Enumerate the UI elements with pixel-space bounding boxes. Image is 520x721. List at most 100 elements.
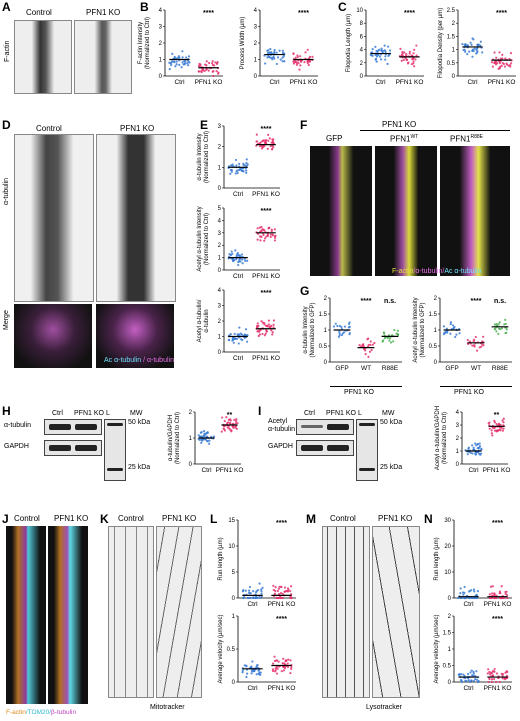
data-point: [269, 235, 272, 239]
data-point: [408, 50, 411, 53]
data-point: [375, 60, 378, 63]
data-point: [229, 333, 232, 336]
y-tick-label: 30: [444, 518, 451, 524]
data-point: [471, 55, 474, 58]
data-point: [469, 671, 472, 674]
x-tick-label: Ctrl: [463, 601, 474, 608]
data-point: [375, 49, 378, 53]
data-point: [234, 258, 238, 261]
micrograph-merge-ko: [96, 304, 174, 368]
label-pfn1-ko: PFN1 KO: [382, 120, 417, 129]
data-point: [477, 43, 480, 46]
data-point: [375, 55, 379, 58]
data-point: [245, 675, 248, 679]
significance-label: **: [227, 412, 233, 419]
data-point: [256, 322, 259, 325]
blot-band: [327, 424, 349, 430]
data-point: [258, 235, 262, 238]
data-point: [508, 57, 511, 61]
data-point: [497, 327, 501, 330]
blot-band: [75, 445, 97, 451]
data-point: [471, 452, 474, 455]
data-point: [174, 65, 177, 68]
y-tick-label: 4: [218, 288, 222, 294]
x-tick-label: Ctrl: [233, 273, 244, 280]
data-point: [479, 40, 482, 43]
y-tick-label: 0: [448, 680, 452, 686]
data-point: [374, 45, 377, 48]
y-tick-label: 1: [254, 58, 258, 64]
data-point: [467, 679, 470, 682]
data-point: [242, 596, 245, 600]
data-point: [273, 50, 276, 54]
data-point: [259, 141, 262, 144]
data-point: [348, 321, 351, 324]
data-point: [338, 333, 341, 337]
data-point: [414, 58, 417, 61]
data-point: [258, 582, 261, 585]
data-point: [475, 349, 479, 352]
data-point: [271, 668, 275, 671]
data-point: [289, 596, 292, 600]
data-point: [268, 56, 271, 59]
x-tick-label: WT: [361, 365, 371, 372]
data-point: [332, 325, 336, 328]
data-point: [207, 61, 211, 65]
data-point: [405, 58, 409, 61]
blot-ladder: [104, 419, 126, 481]
data-point: [371, 343, 374, 346]
data-point: [275, 659, 278, 662]
data-point: [256, 596, 259, 600]
data-point: [468, 680, 472, 684]
data-point: [279, 591, 283, 595]
lane-ladder: L: [106, 410, 110, 417]
data-point: [272, 584, 275, 587]
y-tick-label: 2: [434, 296, 438, 302]
data-point: [488, 421, 491, 424]
data-point: [261, 140, 264, 143]
data-point: [257, 672, 261, 676]
data-point: [378, 55, 382, 58]
y-tick-label: 2: [324, 296, 328, 302]
data-point: [463, 43, 466, 46]
data-point: [381, 50, 384, 54]
data-point: [287, 658, 290, 661]
data-point: [221, 416, 224, 419]
data-point: [275, 665, 278, 669]
data-point: [505, 62, 508, 65]
data-point: [478, 442, 481, 445]
label-pfn1-wt: PFN1WT: [390, 134, 419, 144]
data-point: [260, 225, 263, 229]
data-point: [378, 48, 381, 51]
data-point: [381, 340, 384, 343]
data-point: [506, 670, 509, 674]
data-point: [504, 592, 507, 595]
data-point: [401, 52, 404, 55]
y-tick-label: 0: [218, 350, 222, 356]
data-point: [462, 673, 465, 676]
data-point: [255, 133, 258, 136]
data-point: [388, 339, 391, 342]
data-point: [212, 435, 216, 438]
data-point: [289, 671, 292, 675]
data-point: [255, 673, 258, 676]
data-point: [415, 54, 418, 57]
y-tick-label: 1: [324, 328, 328, 334]
data-point: [392, 340, 395, 343]
data-point: [489, 585, 493, 588]
data-point: [460, 679, 463, 682]
data-point: [493, 596, 497, 600]
x-tick-label: Ctrl: [201, 467, 212, 474]
data-point: [491, 585, 494, 588]
data-point: [281, 662, 284, 665]
data-point: [284, 660, 287, 663]
y-tick-label: 4: [159, 8, 163, 14]
y-tick-label: 15: [228, 518, 235, 524]
data-point: [232, 341, 235, 344]
data-point: [246, 596, 250, 600]
data-point: [472, 339, 475, 343]
data-point: [292, 62, 296, 65]
